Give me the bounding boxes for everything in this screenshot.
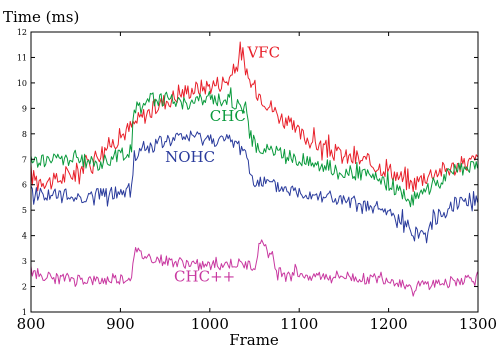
x-tick-label: 1300 xyxy=(459,315,497,333)
plot-frame xyxy=(30,31,479,313)
x-tick-label: 1000 xyxy=(191,315,229,333)
series-line-chc xyxy=(30,87,479,208)
series-label-chc: CHC xyxy=(210,107,246,125)
y-tick-label: 6 xyxy=(22,181,27,190)
series-label-vfc: VFC xyxy=(246,43,280,61)
x-ticks: 800 900 1000 1100 1200 1300 xyxy=(17,32,497,333)
x-tick-label: 900 xyxy=(106,315,135,333)
x-axis-title: Frame xyxy=(229,331,279,349)
y-tick-label: 1 xyxy=(22,308,27,317)
x-tick-label: 800 xyxy=(17,315,46,333)
series-label-nohc: NOHC xyxy=(165,148,215,166)
y-tick-label: 9 xyxy=(22,104,27,113)
y-tick-label: 5 xyxy=(22,206,27,215)
series-line-nohc xyxy=(30,130,479,244)
y-tick-label: 12 xyxy=(17,28,27,37)
series-line-chcplusplus xyxy=(30,239,479,297)
y-tick-label: 3 xyxy=(22,257,27,266)
y-axis-title: Time (ms) xyxy=(3,8,79,26)
series-lines xyxy=(30,41,479,297)
y-tick-label: 4 xyxy=(22,232,27,241)
x-tick-label: 1200 xyxy=(370,315,408,333)
x-tick-label: 1100 xyxy=(280,315,318,333)
series-labels: VFC CHC NOHC CHC++ xyxy=(165,43,280,285)
y-tick-label: 8 xyxy=(22,130,27,139)
y-tick-label: 10 xyxy=(17,79,27,88)
y-tick-label: 7 xyxy=(22,155,27,164)
y-tick-label: 2 xyxy=(22,283,27,292)
y-tick-label: 11 xyxy=(17,53,27,62)
series-line-vfc xyxy=(30,41,478,193)
series-label-chcplusplus: CHC++ xyxy=(174,267,235,285)
